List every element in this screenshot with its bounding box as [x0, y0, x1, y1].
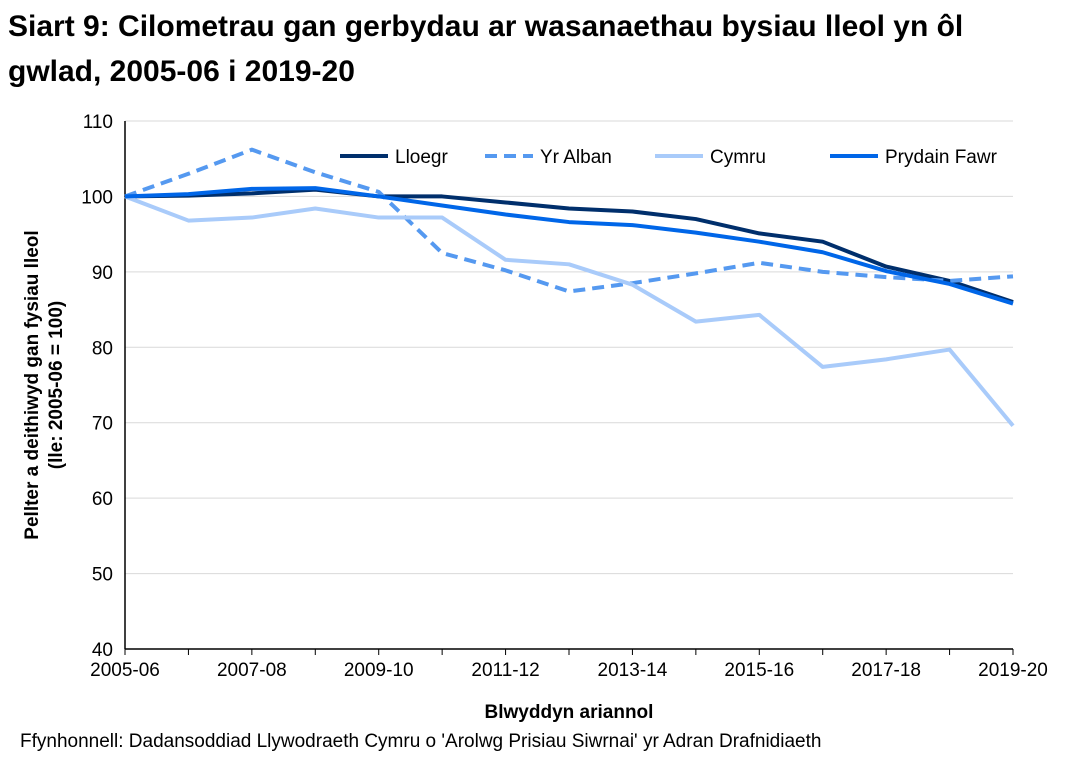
y-tick-label: 80: [92, 338, 113, 359]
x-tick-label: 2015-16: [724, 660, 794, 681]
x-tick-label: 2009-10: [344, 660, 414, 681]
y-tick-label: 100: [81, 187, 113, 208]
chart-title: Siart 9: Cilometrau gan gerbydau ar wasa…: [8, 10, 964, 88]
x-tick-label: 2019-20: [978, 660, 1048, 681]
series-line-yr-alban: [124, 147, 1014, 294]
y-tick-label: 110: [83, 112, 113, 133]
legend-label: Yr Alban: [540, 147, 612, 168]
x-tick-label: 2013-14: [598, 660, 668, 681]
y-axis-label-2: (lle: 2005-06 = 100): [46, 301, 67, 469]
y-axis-label: Pellter a deithiwyd gan fysiau lleol: [22, 230, 43, 539]
y-tick-label: 50: [92, 565, 113, 586]
y-tick-label: 70: [92, 414, 113, 435]
series-line-prydain-fawr: [124, 186, 1014, 306]
x-tick-label: 2011-12: [471, 660, 539, 681]
x-tick-label: 2005-06: [90, 660, 160, 681]
y-tick-label: 40: [92, 640, 113, 661]
x-tick-label: 2007-08: [217, 660, 287, 681]
legend-label: Lloegr: [395, 147, 448, 168]
source-note: Ffynhonnell: Dadansoddiad Llywodraeth Cy…: [20, 731, 822, 752]
legend-label: Cymru: [710, 147, 766, 168]
legend-label: Prydain Fawr: [885, 147, 998, 168]
y-tick-label: 60: [92, 489, 113, 510]
series-line-lloegr: [124, 187, 1014, 304]
x-axis-label: Blwyddyn ariannol: [485, 702, 654, 723]
y-tick-label: 90: [92, 263, 113, 284]
x-tick-label: 2017-18: [851, 660, 921, 681]
series-line-cymru: [124, 194, 1015, 428]
